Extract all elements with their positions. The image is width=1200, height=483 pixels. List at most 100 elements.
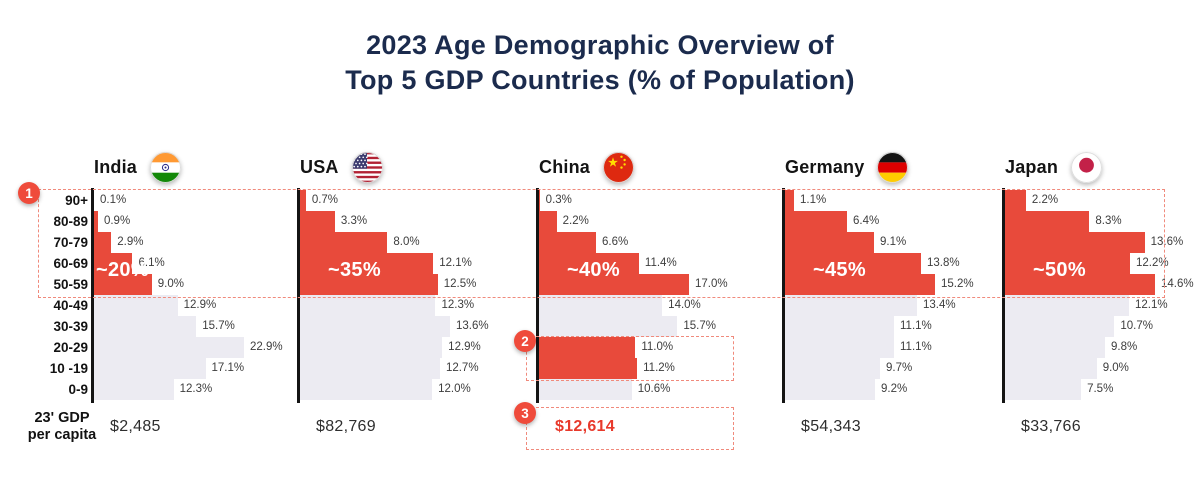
age-row-usa: 12.5% [298,274,508,295]
bar-value-label: 11.1% [900,341,932,353]
bar-value-label: 12.3% [179,383,213,395]
country-header-usa: USA [300,150,383,184]
axis-line-germany [782,188,785,403]
bar-value-label: 15.7% [683,320,716,332]
age-row-japan: 12.2% [1003,253,1200,274]
bar-india-0-9 [92,379,174,400]
age-row-india: 12.9% [92,295,302,316]
bar-value-label: 13.8% [927,257,960,269]
age-row-india: 15.7% [92,316,302,337]
bar-japan-20-29 [1003,337,1106,358]
china-flag-icon [603,151,635,183]
bar-japan-90+ [1003,190,1026,211]
country-name-india: India [94,156,138,177]
age-row-usa: 12.7% [298,358,508,379]
bar-china-20-29 [537,337,636,358]
bar-value-label: 9.0% [157,278,184,290]
age-row-germany: 13.8% [783,253,993,274]
india-flag-icon [150,151,182,183]
country-name-germany: Germany [785,156,865,177]
age-row-india: 12.3% [92,379,302,400]
cumulative-50plus-label-india: ~20% [96,259,149,281]
gdp-per-capita-axis-label: 23' GDP per capita [16,410,108,444]
age-group-label: 40-49 [53,298,88,313]
age-row-china: 11.4% [537,253,747,274]
bar-value-label: 3.3% [340,215,368,227]
bar-value-label: 9.7% [886,362,913,374]
bar-value-label: 11.0% [641,341,674,353]
bar-usa-90+ [298,190,306,211]
country-name-usa: USA [300,156,339,177]
country-name-china: China [539,156,591,177]
age-row-india: 22.9% [92,337,302,358]
bar-japan-40-49 [1003,295,1129,316]
gdp-value-china: $12,614 [555,418,615,435]
annotation-badge-3: 3 [514,402,536,424]
axis-line-india [91,188,94,403]
chart-title: 2023 Age Demographic Overview of Top 5 G… [0,28,1200,98]
cumulative-50plus-label-china: ~40% [567,259,620,281]
age-row-japan: 7.5% [1003,379,1200,400]
bar-india-50-59 [92,274,152,295]
bar-value-label: 13.4% [923,299,956,311]
bar-germany-90+ [783,190,794,211]
bar-germany-80-89 [783,211,847,232]
age-row-india: 9.0% [92,274,302,295]
bar-value-label: 22.9% [250,341,283,353]
bar-value-label: 0.7% [311,194,339,206]
bar-japan-10-19 [1003,358,1097,379]
age-row-china: 14.0% [537,295,747,316]
bar-value-label: 8.0% [393,236,420,248]
age-group-label: 10 -19 [49,361,88,376]
bar-japan-70-79 [1003,232,1145,253]
bar-usa-60-69 [298,253,434,274]
bar-value-label: 13.6% [456,320,489,332]
bar-value-label: 11.2% [643,362,675,374]
age-row-germany: 9.2% [783,379,993,400]
bar-value-label: 7.5% [1087,383,1114,395]
age-axis-labels: 90+ 80-89 70-79 60-69 50-59 40-49 30-39 20-29 10… [14,190,88,400]
bar-japan-80-89 [1003,211,1090,232]
age-row-india: 0.1% [92,190,302,211]
bar-usa-0-9 [298,379,433,400]
age-group-label: 30-39 [53,319,88,334]
cumulative-50plus-label-usa: ~35% [328,259,381,281]
gdp-axis-label-line-2: per capita [27,427,97,443]
age-row-usa: 3.3% [298,211,508,232]
bar-value-label: 12.3% [441,299,475,311]
age-group-label: 0-9 [68,382,88,397]
bar-china-10-19 [537,358,638,379]
bar-germany-60-69 [783,253,921,274]
age-row-usa: 12.0% [298,379,508,400]
age-row-japan: 2.2% [1003,190,1200,211]
bar-value-label: 12.1% [439,257,472,269]
bar-value-label: 9.2% [881,383,908,395]
bar-usa-50-59 [298,274,438,295]
bar-value-label: 0.1% [100,194,127,206]
age-row-germany: 13.4% [783,295,993,316]
bar-india-80-89 [92,211,98,232]
bar-germany-0-9 [783,379,875,400]
bar-value-label: 11.4% [644,257,677,269]
bar-value-label: 9.0% [1102,362,1129,374]
gdp-value-japan: $33,766 [1021,418,1081,435]
bar-japan-0-9 [1003,379,1082,400]
age-group-label: 20-29 [53,340,88,355]
bar-china-0-9 [537,379,632,400]
age-row-japan: 8.3% [1003,211,1200,232]
age-group-label: 80-89 [53,214,88,229]
age-row-usa: 12.1% [298,253,508,274]
bar-usa-80-89 [298,211,335,232]
bar-value-label: 6.1% [138,257,165,269]
axis-line-usa [297,188,300,403]
bar-value-label: 11.1% [900,320,932,332]
age-row-china: 15.7% [537,316,747,337]
annotation-badge-1: 1 [18,182,40,204]
age-row-china: 10.6% [537,379,747,400]
chart-title-line-2: Top 5 GDP Countries (% of Population) [345,65,855,95]
age-row-usa: 13.6% [298,316,508,337]
bar-value-label: 12.9% [448,341,481,353]
age-group-label: 70-79 [53,235,88,250]
bar-germany-40-49 [783,295,917,316]
